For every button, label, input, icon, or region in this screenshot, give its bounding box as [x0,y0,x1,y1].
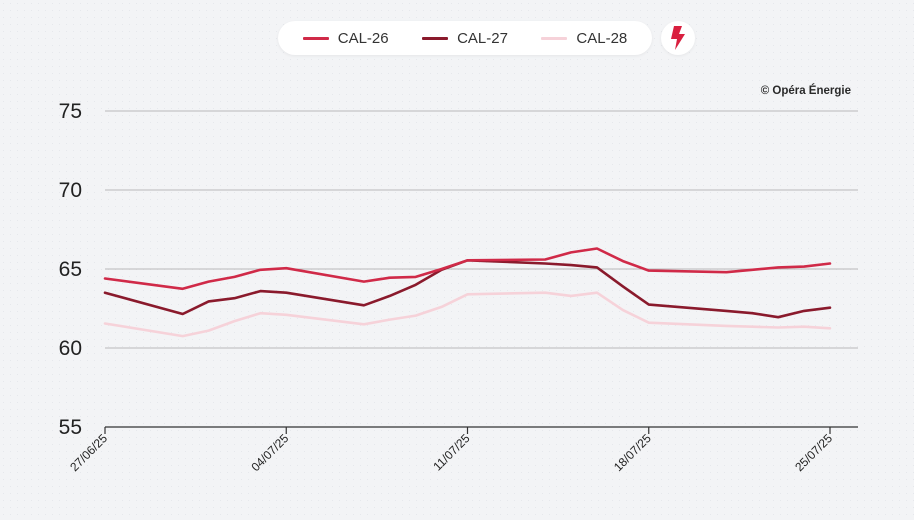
lightning-bolt-icon [671,26,685,50]
legend-label-cal-28: CAL-28 [576,29,628,47]
y-tick-label: 60 [59,337,82,360]
x-tick-label: 25/07/25 [792,431,835,474]
brand-badge [661,21,695,55]
credit-text: © Opéra Énergie [760,85,851,97]
legend-item-cal-27[interactable]: CAL-27 [422,30,508,47]
x-tick-label: 18/07/25 [611,431,654,474]
y-tick-label: 55 [59,416,82,439]
legend-swatch-cal-27 [422,36,449,40]
legend-label-cal-26: CAL-26 [337,29,389,47]
x-tick-label: 11/07/25 [430,431,473,474]
series-line-cal-28 [103,291,832,338]
legend-item-cal-28[interactable]: CAL-28 [541,30,627,47]
legend-swatch-cal-26 [302,36,329,40]
grid-lines [105,110,858,349]
series-lines [103,247,832,338]
x-axis: 27/06/25 04/07/25 11/07/25 18/07/25 25/07/25 [67,426,858,474]
series-line-cal-26 [103,247,832,291]
y-axis-ticks: 55 60 65 70 75 [59,100,82,439]
legend-item-cal-26[interactable]: CAL-26 [302,29,389,47]
legend-swatch-cal-28 [541,36,568,40]
y-tick-label: 75 [59,100,82,123]
y-tick-label: 70 [59,179,82,202]
x-tick-label: 04/07/25 [248,431,291,474]
legend: CAL-26 CAL-27 CAL-28 [278,21,652,55]
legend-label-cal-27: CAL-27 [457,29,508,47]
y-tick-label: 65 [59,258,82,281]
